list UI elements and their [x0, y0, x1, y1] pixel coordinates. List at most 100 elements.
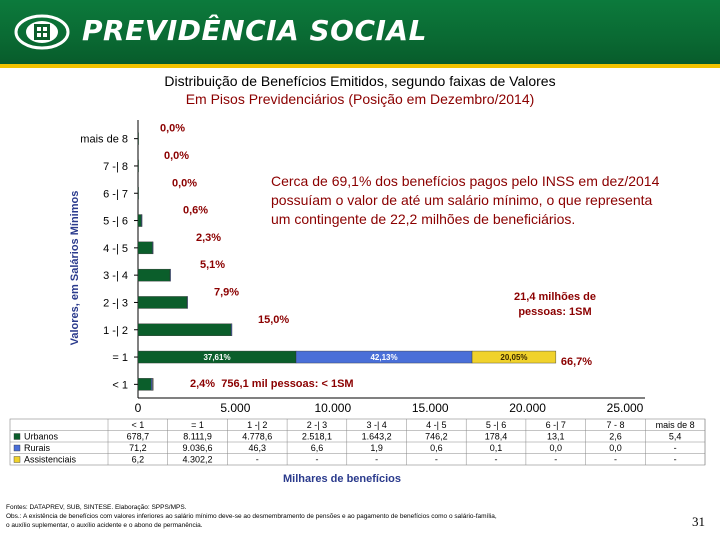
- bar-urbanos: [137, 159, 139, 173]
- x-axis-label: Milhares de benefícios: [283, 473, 401, 485]
- segment-percent-label: 37,61%: [203, 353, 230, 362]
- table-cell: 0,1: [490, 443, 503, 453]
- table-cell: -: [256, 455, 259, 465]
- bar-percent-label: 0,0%: [172, 177, 197, 189]
- bar-urbanos: [137, 268, 171, 282]
- table-cell: 13,1: [547, 432, 565, 442]
- bar-urbanos: [137, 214, 142, 227]
- bar-rurais: [152, 241, 154, 255]
- x-tick-label: 15.000: [412, 401, 449, 415]
- table-cell: 0,0: [609, 443, 622, 453]
- x-tick-label: 10.000: [314, 401, 351, 415]
- bar-percent-label: 0,6%: [183, 205, 208, 217]
- y-tick-label: < 1: [112, 379, 128, 391]
- table-cell: 46,3: [248, 443, 266, 453]
- chart-title: Distribuição de Benefícios Emitidos, seg…: [164, 73, 556, 89]
- x-tick-label: 25.000: [607, 401, 644, 415]
- y-tick-label: = 1: [112, 352, 128, 364]
- table-header-cell: = 1: [191, 420, 204, 430]
- table-cell: 1.643,2: [362, 432, 392, 442]
- table-header-cell: 4 -| 5: [426, 420, 446, 430]
- bar-urbanos: [137, 323, 232, 336]
- bar-urbanos: [137, 187, 139, 200]
- table-cell: 178,4: [485, 432, 508, 442]
- bar-percent-label: 15,0%: [258, 314, 289, 326]
- table-header-cell: 7 - 8: [606, 420, 624, 430]
- table-cell: 5,4: [669, 432, 682, 442]
- header-bar: PREVIDÊNCIA SOCIAL: [0, 0, 720, 68]
- table-header-cell: 1 -| 2: [247, 420, 267, 430]
- header-accent-strip: [0, 64, 720, 68]
- bar-percent-label: 5,1%: [200, 259, 225, 271]
- table-cell: 2,6: [609, 432, 622, 442]
- footer-notes: Fontes: DATAPREV, SUB, SINTESE. Elaboraç…: [6, 504, 497, 529]
- table-cell: 8.111,9: [183, 432, 212, 442]
- table-cell: -: [614, 455, 617, 465]
- legend-label-rurais: Rurais: [24, 443, 51, 453]
- bar-rurais: [230, 323, 233, 336]
- x-tick-label: 5.000: [220, 401, 250, 415]
- table-header-cell: 2 -| 3: [307, 420, 327, 430]
- bar-urbanos: [137, 378, 152, 391]
- y-tick-label: 7 -| 8: [103, 161, 128, 173]
- table-cell: 0,6: [430, 443, 443, 453]
- summary-note: Cerca de 69,1% dos benefícios pagos pelo…: [271, 173, 660, 227]
- chart-subtitle: Em Pisos Previdenciários (Posição em Dez…: [185, 91, 535, 107]
- bar-percent-label: 7,9%: [214, 286, 239, 298]
- chart-area: 0 5.000 10.000 15.000 20.000 25.000 Valores, e…: [9, 120, 706, 485]
- table-header-cell: < 1: [131, 420, 144, 430]
- table-cell: 6,2: [132, 455, 145, 465]
- table-cell: -: [674, 455, 677, 465]
- bar-urbanos: [137, 296, 188, 309]
- bar-rurais: [151, 378, 153, 391]
- y-tick-label: 1 -| 2: [103, 325, 128, 337]
- legend-swatch-rurais: [13, 444, 21, 452]
- callout-1sm: 21,4 milhões de pessoas: 1SM: [514, 291, 596, 318]
- table-cell: 0,0: [549, 443, 562, 453]
- bar-percent-label: 0,0%: [160, 123, 185, 135]
- table-header-cell: 3 -| 4: [366, 420, 386, 430]
- table-cell: 2.518,1: [302, 432, 332, 442]
- table-header-cell: mais de 8: [656, 420, 695, 430]
- segment-percent-label: 42,13%: [370, 353, 397, 362]
- bar-rurais: [169, 268, 171, 282]
- legend-label-assistenciais: Assistenciais: [24, 455, 77, 465]
- table-cell: 746,2: [425, 432, 448, 442]
- table-cell: -: [375, 455, 378, 465]
- table-header-cell: 5 -| 6: [486, 420, 506, 430]
- table-cell: -: [315, 455, 318, 465]
- bar-assistenciais: [152, 378, 154, 391]
- legend-swatch-assistenciais: [13, 456, 21, 463]
- bar-urbanos: [137, 241, 153, 255]
- annotation-less-than-1sm: 2,4% 756,1 mil pessoas: < 1SM: [190, 378, 354, 390]
- table-cell: -: [554, 455, 557, 465]
- bar-rurais: [186, 296, 188, 309]
- table-cell: 6,6: [311, 443, 324, 453]
- table-cell: 1,9: [370, 443, 383, 453]
- y-tick-label: 4 -| 5: [103, 243, 128, 255]
- table-cell: 71,2: [129, 443, 147, 453]
- bar-rurais: [141, 214, 143, 227]
- previdencia-logo-icon: [14, 14, 70, 50]
- legend-swatch-urbanos: [13, 433, 21, 440]
- table-cell: -: [435, 455, 438, 465]
- y-axis-label: Valores, em Salários Mínimos: [69, 191, 81, 346]
- y-tick-label: 6 -| 7: [103, 188, 128, 200]
- x-tick-label: 0: [135, 401, 142, 415]
- table-cell: -: [674, 443, 677, 453]
- bar-urbanos: [137, 132, 139, 145]
- brand-title: PREVIDÊNCIA SOCIAL: [82, 14, 427, 47]
- table-cell: -: [495, 455, 498, 465]
- table-cell: 9.036,6: [183, 443, 213, 453]
- y-tick-label: 5 -| 6: [103, 216, 128, 228]
- bar-percent-label: 2,3%: [196, 232, 221, 244]
- x-tick-label: 20.000: [509, 401, 546, 415]
- table-cell: 678,7: [127, 432, 150, 442]
- bar-percent-label: 66,7%: [561, 356, 592, 368]
- page-number: 31: [692, 514, 705, 529]
- table-header-cell: 6 -| 7: [546, 420, 566, 430]
- segment-percent-label: 20,05%: [500, 353, 527, 362]
- table-cell: 4.302,2: [183, 455, 213, 465]
- table-cell: 4.778,6: [242, 432, 272, 442]
- y-tick-label: 3 -| 4: [103, 270, 128, 282]
